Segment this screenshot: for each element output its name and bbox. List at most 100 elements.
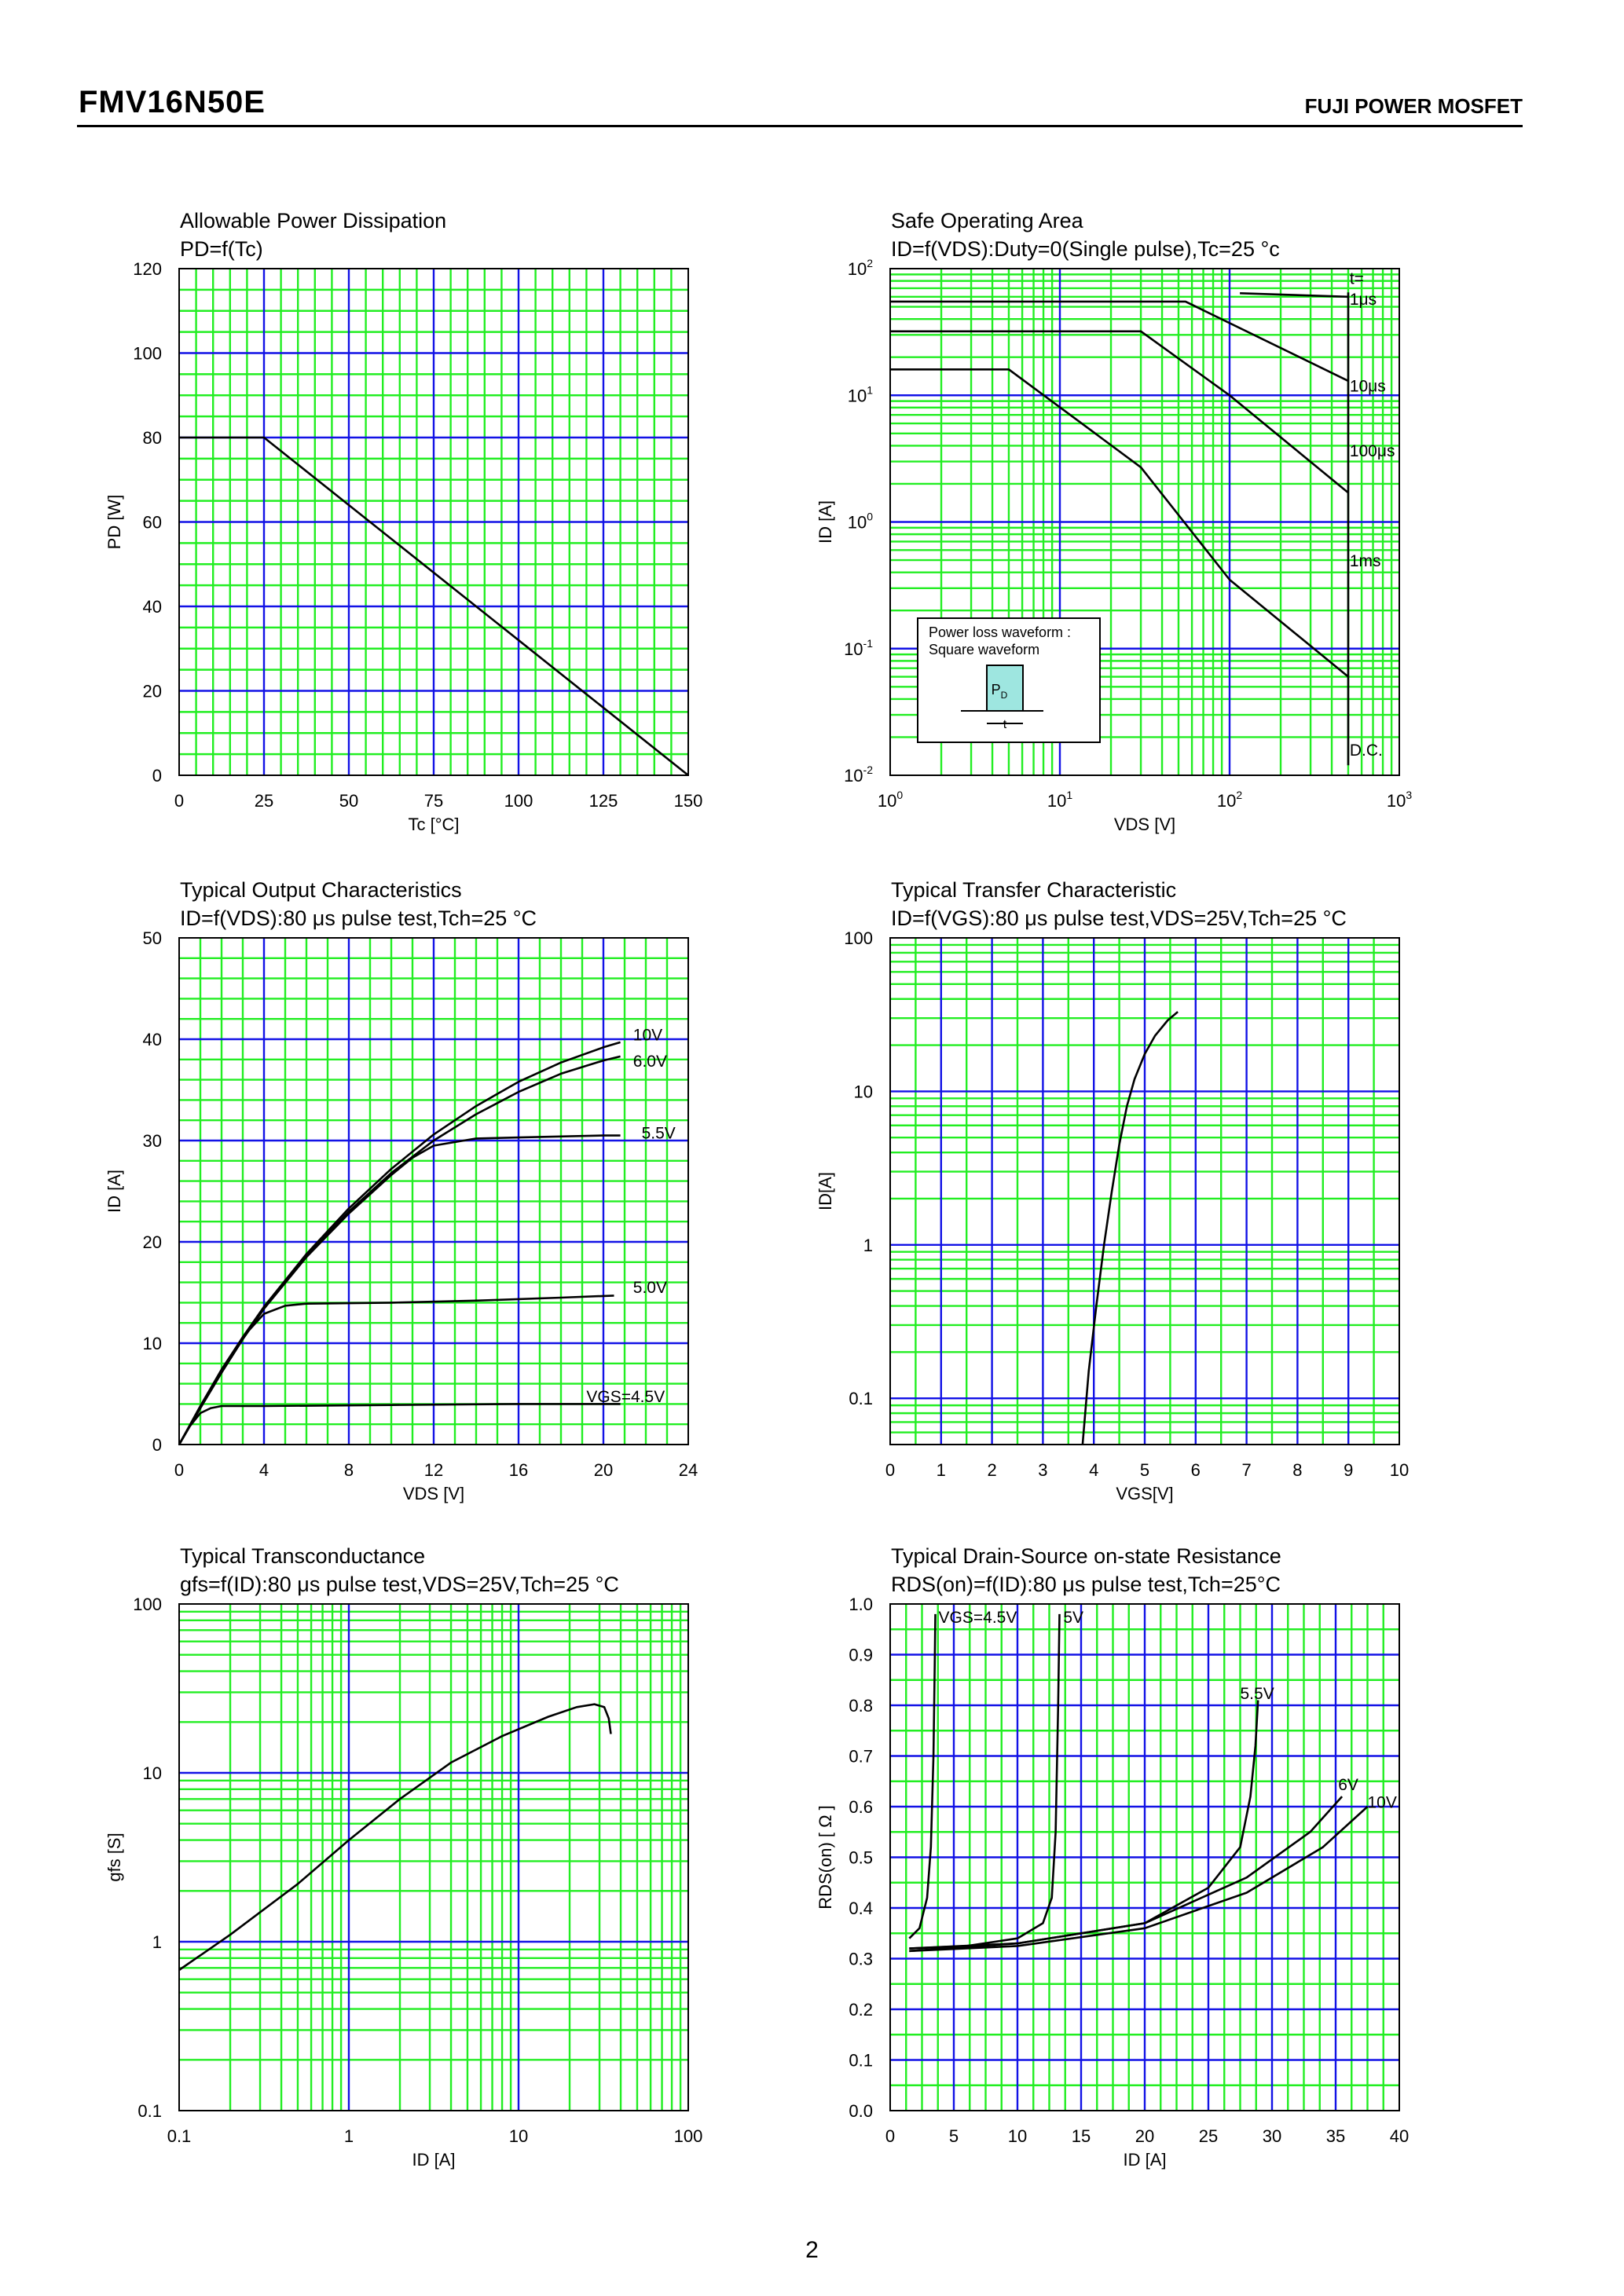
inset-text: Square waveform <box>929 642 1039 657</box>
x-tick-label: 40 <box>1390 2126 1409 2146</box>
chart-drain-source-resistance: Typical Drain-Source on-state Resistance… <box>816 1544 1409 2170</box>
y-tick-label: 100 <box>848 511 873 533</box>
chart-subtitle: gfs=f(ID):80 μs pulse test,VDS=25V,Tch=2… <box>180 1573 619 1596</box>
plot-frame <box>178 1603 689 2111</box>
y-tick-label: 102 <box>848 257 873 279</box>
x-axis-label: VDS [V] <box>403 1484 464 1503</box>
x-tick-label: 103 <box>1387 789 1412 811</box>
series-line-100-s <box>890 330 1349 494</box>
curve-annotation: 100μs <box>1350 442 1395 460</box>
series-line-5.0v <box>178 1294 614 1445</box>
series-line-vgs-4.5v <box>178 1403 621 1445</box>
x-axis-label: ID [A] <box>1123 2150 1166 2170</box>
curve-annotation: 5.5V <box>642 1125 676 1143</box>
y-tick-label: 10 <box>854 1082 873 1101</box>
x-tick-label: 12 <box>424 1460 443 1480</box>
curve-annotation: D.C. <box>1350 742 1383 760</box>
series-line-1ms <box>890 368 1349 678</box>
x-axis-label: VDS [V] <box>1114 815 1175 834</box>
curve-annotation: 1μs <box>1350 291 1377 309</box>
curve-annotation: 10μs <box>1350 377 1386 395</box>
x-tick-label: 102 <box>1217 789 1242 811</box>
curve-annotation: 6V <box>1338 1776 1358 1794</box>
minor-grid <box>179 1604 688 2111</box>
major-grid <box>179 1604 688 2111</box>
series-line-1-s <box>1240 292 1349 298</box>
x-tick-label: 15 <box>1072 2126 1091 2146</box>
x-tick-label: 0 <box>174 1460 184 1480</box>
x-tick-label: 2 <box>987 1460 996 1480</box>
chart-title: Typical Transfer Characteristic <box>891 878 1176 902</box>
x-tick-label: 0 <box>885 2126 895 2146</box>
y-tick-label: 0.1 <box>137 2101 162 2121</box>
x-tick-label: 20 <box>594 1460 613 1480</box>
plot-frame <box>178 937 689 1445</box>
major-grid <box>890 1604 1399 2111</box>
x-tick-label: 1 <box>344 2126 354 2146</box>
plot-frame <box>889 1603 1400 2111</box>
x-axis-label: ID [A] <box>412 2150 455 2170</box>
plot-frame <box>889 937 1400 1445</box>
chart-subtitle: ID=f(VDS):80 μs pulse test,Tch=25 °C <box>180 906 537 930</box>
curve-annotation: 10V <box>1368 1794 1397 1812</box>
series-line-vgs-4.5v <box>908 1613 937 1939</box>
series-group <box>1081 1011 1179 1445</box>
curve-annotation: 10V <box>633 1027 662 1045</box>
x-tick-label: 101 <box>1047 789 1072 811</box>
x-tick-label: 8 <box>344 1460 354 1480</box>
y-tick-label: 40 <box>143 1030 162 1049</box>
x-tick-label: 35 <box>1326 2126 1345 2146</box>
plot-frame <box>889 268 1400 776</box>
x-tick-label: 4 <box>259 1460 269 1480</box>
x-tick-label: 0 <box>174 791 184 811</box>
x-tick-label: 3 <box>1038 1460 1047 1480</box>
y-tick-label: 0 <box>152 1435 162 1455</box>
chart-transconductance: Typical Transconductance gfs=f(ID):80 μs … <box>104 1544 702 2170</box>
x-tick-label: 0 <box>885 1460 895 1480</box>
series-line <box>178 1703 612 1972</box>
series-line-5.5v <box>178 1134 621 1445</box>
x-tick-label: 16 <box>509 1460 528 1480</box>
major-grid <box>890 938 1399 1445</box>
x-tick-label: 8 <box>1292 1460 1302 1480</box>
chart-title: Allowable Power Dissipation <box>180 209 446 233</box>
x-tick-label: 100 <box>504 791 533 811</box>
y-tick-label: 0 <box>152 766 162 785</box>
y-tick-label: 10 <box>143 1334 162 1353</box>
chart-transfer-characteristic: Typical Transfer Characteristic ID=f(VGS)… <box>816 878 1409 1503</box>
x-tick-label: 4 <box>1089 1460 1098 1480</box>
y-tick-label: 10-1 <box>844 637 873 659</box>
x-tick-label: 6 <box>1191 1460 1201 1480</box>
series-line <box>1081 1011 1179 1445</box>
manufacturer-label: FUJI POWER MOSFET <box>1304 94 1523 118</box>
series-group <box>179 436 689 777</box>
y-tick-label: 30 <box>143 1131 162 1151</box>
y-axis-label: RDS(on) [ Ω ] <box>816 1805 835 1910</box>
y-axis-label: PD [W] <box>104 495 124 550</box>
chart-title: Typical Transconductance <box>180 1544 425 1568</box>
y-tick-label: 0.5 <box>849 1848 873 1868</box>
y-tick-label: 60 <box>143 513 162 533</box>
chart-title: Typical Drain-Source on-state Resistance <box>891 1544 1281 1568</box>
y-tick-label: 0.0 <box>849 2101 873 2121</box>
page-number: 2 <box>805 2237 819 2263</box>
x-tick-label: 125 <box>589 791 618 811</box>
y-tick-label: 100 <box>133 1595 162 1614</box>
x-tick-label: 30 <box>1263 2126 1281 2146</box>
x-tick-label: 10 <box>1390 1460 1409 1480</box>
y-tick-label: 20 <box>143 682 162 701</box>
series-group <box>178 1703 612 1972</box>
series-group <box>178 1041 621 1445</box>
y-tick-label: 1 <box>152 1932 162 1952</box>
x-tick-label: 25 <box>255 791 273 811</box>
inset-width-label: t <box>1003 718 1007 731</box>
chart-output-characteristics: Typical Output Characteristics ID=f(VDS):… <box>104 878 698 1503</box>
y-tick-label: 0.4 <box>849 1899 873 1918</box>
header-rule <box>77 125 1523 127</box>
y-tick-label: 10 <box>143 1763 162 1783</box>
y-axis-label: ID [A] <box>816 500 835 544</box>
y-axis-label: ID [A] <box>104 1170 124 1213</box>
x-axis-label: Tc [°C] <box>408 815 459 834</box>
y-tick-label: 40 <box>143 597 162 617</box>
